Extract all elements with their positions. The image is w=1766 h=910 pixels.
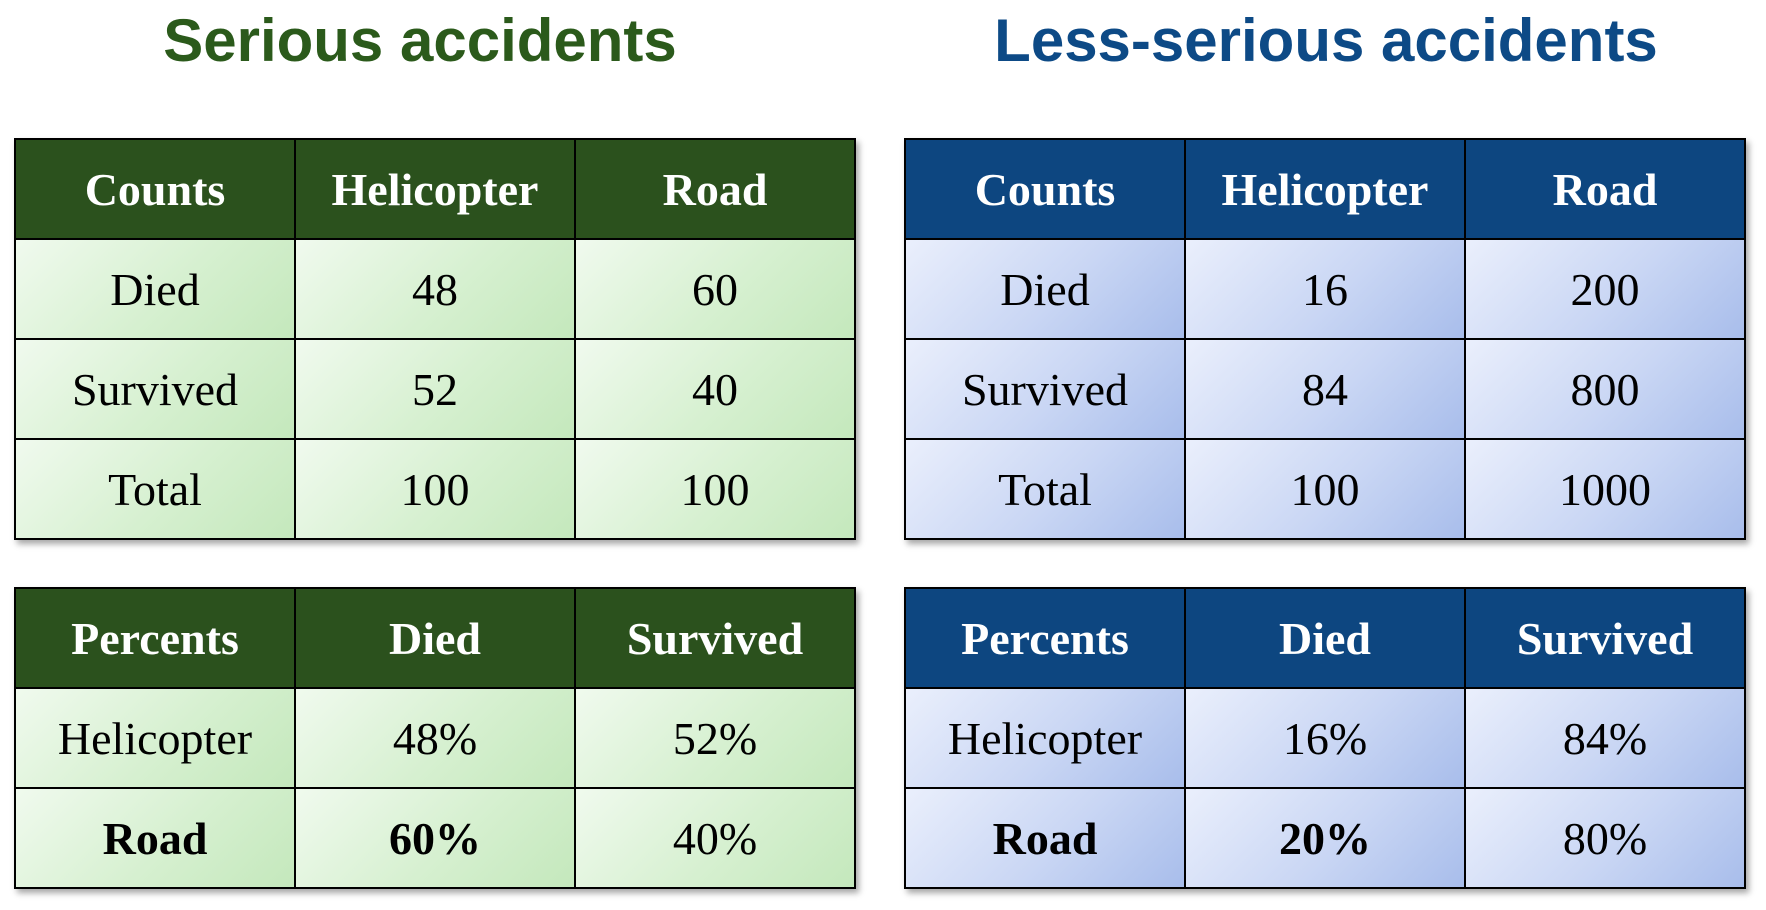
less-serious-accidents-title: Less-serious accidents: [994, 7, 1658, 74]
table-cell: 100: [1184, 438, 1466, 540]
table-row: Died 16 200: [904, 238, 1746, 340]
row-label: Survived: [14, 338, 296, 440]
table-header-row: Counts Helicopter Road: [14, 138, 856, 240]
header-cell: Helicopter: [1184, 138, 1466, 240]
row-label: Total: [904, 438, 1186, 540]
table-cell: 48: [294, 238, 576, 340]
serious-counts-table: Counts Helicopter Road Died 48 60 Surviv…: [14, 138, 856, 540]
serious-percents-table: Percents Died Survived Helicopter 48% 52…: [14, 587, 856, 889]
table-cell: 84: [1184, 338, 1466, 440]
table-cell: 84%: [1464, 687, 1746, 789]
table-row: Total 100 100: [14, 438, 856, 540]
header-cell: Percents: [904, 587, 1186, 689]
table-header-row: Percents Died Survived: [904, 587, 1746, 689]
table-cell: 80%: [1464, 787, 1746, 889]
table-cell: 20%: [1184, 787, 1466, 889]
table-row: Helicopter 48% 52%: [14, 687, 856, 789]
table-cell: 16%: [1184, 687, 1466, 789]
table-header-row: Percents Died Survived: [14, 587, 856, 689]
row-label: Survived: [904, 338, 1186, 440]
table-row: Survived 84 800: [904, 338, 1746, 440]
header-cell: Counts: [904, 138, 1186, 240]
row-label: Road: [904, 787, 1186, 889]
table-row: Survived 52 40: [14, 338, 856, 440]
header-cell: Died: [1184, 587, 1466, 689]
table-cell: 48%: [294, 687, 576, 789]
table-cell: 52: [294, 338, 576, 440]
row-label: Died: [904, 238, 1186, 340]
table-cell: 800: [1464, 338, 1746, 440]
table-cell: 100: [574, 438, 856, 540]
less-serious-counts-table: Counts Helicopter Road Died 16 200 Survi…: [904, 138, 1746, 540]
table-cell: 200: [1464, 238, 1746, 340]
table-cell: 1000: [1464, 438, 1746, 540]
header-cell: Died: [294, 587, 576, 689]
header-cell: Survived: [574, 587, 856, 689]
row-label: Helicopter: [14, 687, 296, 789]
row-label: Road: [14, 787, 296, 889]
row-label: Died: [14, 238, 296, 340]
table-row: Died 48 60: [14, 238, 856, 340]
header-cell: Percents: [14, 587, 296, 689]
table-row: Road 60% 40%: [14, 787, 856, 889]
less-serious-percents-table: Percents Died Survived Helicopter 16% 84…: [904, 587, 1746, 889]
table-row: Road 20% 80%: [904, 787, 1746, 889]
table-header-row: Counts Helicopter Road: [904, 138, 1746, 240]
header-cell: Road: [1464, 138, 1746, 240]
table-cell: 100: [294, 438, 576, 540]
table-cell: 16: [1184, 238, 1466, 340]
table-cell: 60%: [294, 787, 576, 889]
table-cell: 60: [574, 238, 856, 340]
header-cell: Counts: [14, 138, 296, 240]
table-row: Total 100 1000: [904, 438, 1746, 540]
row-label: Total: [14, 438, 296, 540]
table-row: Helicopter 16% 84%: [904, 687, 1746, 789]
header-cell: Helicopter: [294, 138, 576, 240]
table-cell: 52%: [574, 687, 856, 789]
header-cell: Road: [574, 138, 856, 240]
header-cell: Survived: [1464, 587, 1746, 689]
row-label: Helicopter: [904, 687, 1186, 789]
table-cell: 40%: [574, 787, 856, 889]
serious-accidents-title: Serious accidents: [163, 7, 677, 74]
table-cell: 40: [574, 338, 856, 440]
